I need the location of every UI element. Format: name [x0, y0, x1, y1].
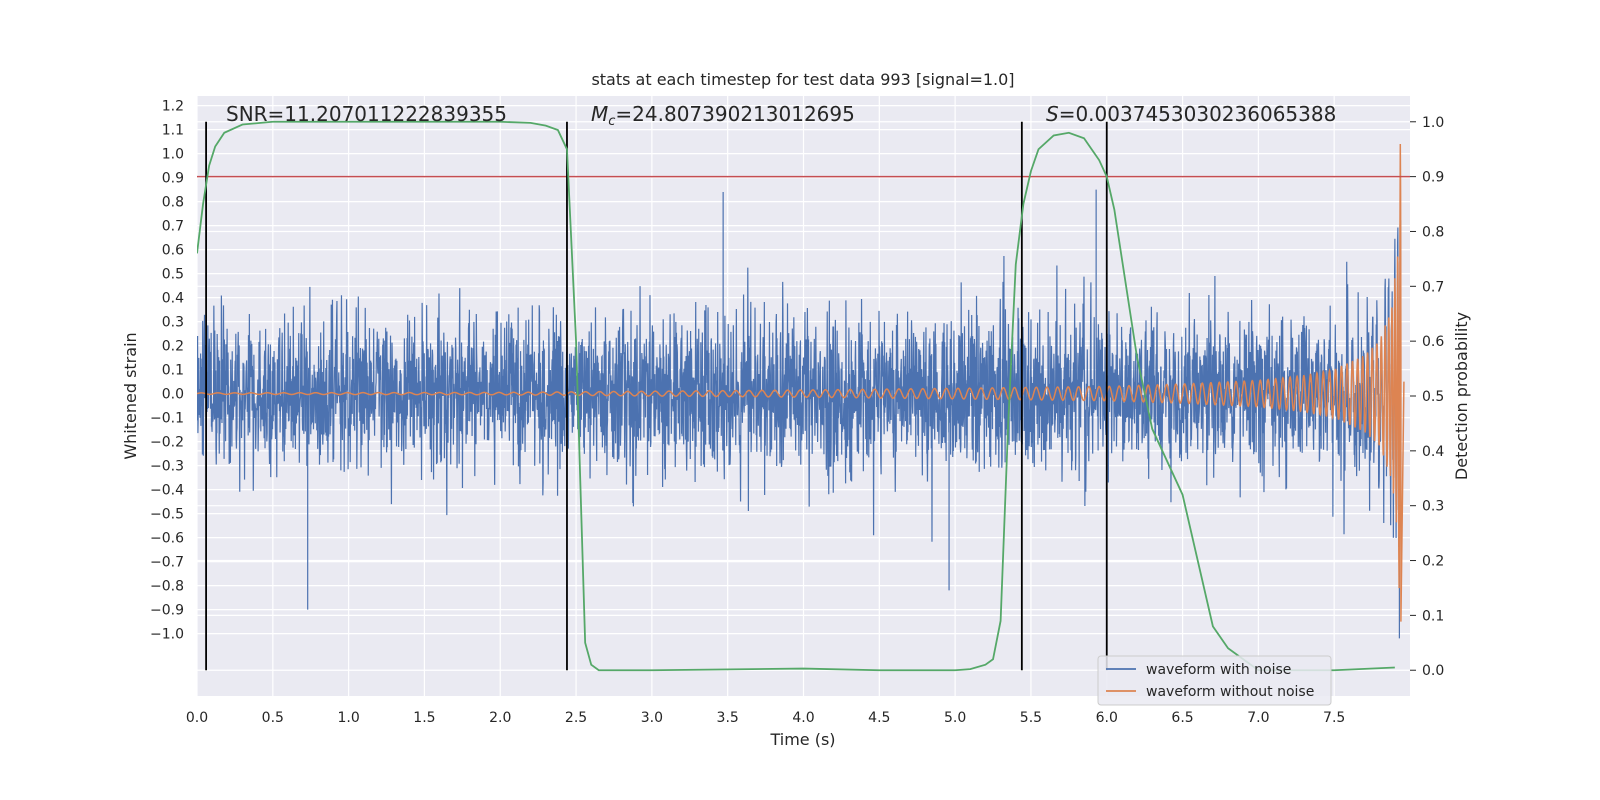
y-axis-label: Whitened strain — [121, 332, 140, 459]
y2-tick-label: 0.6 — [1422, 334, 1444, 350]
chirp-mass-subscript: c — [608, 114, 615, 129]
y-tick-label: 0.8 — [162, 195, 184, 211]
y2-tick-label: 0.1 — [1422, 608, 1444, 624]
y-tick-label: 0.7 — [162, 219, 184, 235]
y2-tick-label: 0.5 — [1422, 389, 1444, 405]
x-tick-label: 7.0 — [1247, 710, 1269, 726]
x-tick-label: 6.5 — [1171, 710, 1193, 726]
chart-title: stats at each timestep for test data 993… — [591, 70, 1014, 89]
x-tick-label: 5.0 — [944, 710, 966, 726]
series-waveform-without-noise — [197, 144, 1405, 622]
y-tick-label: −0.5 — [150, 507, 184, 523]
chirp-mass-symbol: M — [591, 102, 608, 126]
y-tick-label: 1.2 — [162, 99, 184, 115]
y-tick-label: 0.4 — [162, 291, 184, 307]
x-tick-label: 6.0 — [1096, 710, 1118, 726]
y2-tick-label: 0.3 — [1422, 499, 1444, 515]
y-tick-label: −0.1 — [150, 411, 184, 427]
x-axis-label: Time (s) — [769, 730, 835, 749]
s-value: =0.0037453030236065388 — [1059, 102, 1337, 126]
y-tick-label: −1.0 — [150, 627, 184, 643]
y-tick-label: −0.2 — [150, 435, 184, 451]
y-tick-label: 0.2 — [162, 339, 184, 355]
y-tick-label: 0.0 — [162, 387, 184, 403]
y2-tick-label: 0.2 — [1422, 554, 1444, 570]
x-tick-label: 3.0 — [641, 710, 663, 726]
y-tick-label: 0.6 — [162, 243, 184, 259]
y2-tick-label: 0.0 — [1422, 663, 1444, 679]
y-axis-ticks: 1.2 1.1 1.0 0.9 0.8 0.7 0.6 0.5 0.4 0.3 0.2 0.1 0.0 −… — [150, 99, 184, 643]
y-tick-label: −0.8 — [150, 579, 184, 595]
legend: waveform with noise waveform without noi… — [1097, 655, 1332, 706]
chirp-mass-value: =24.807390213012695 — [615, 102, 854, 126]
s-symbol: S — [1046, 102, 1059, 126]
legend-label-noise: waveform with noise — [1146, 662, 1291, 678]
y2-tick-label: 0.7 — [1422, 279, 1444, 295]
y-tick-label: −0.9 — [150, 603, 184, 619]
series-detection-probability — [197, 120, 1395, 672]
y2-tick-label: 0.4 — [1422, 444, 1444, 460]
series-waveform-with-noise — [197, 189, 1402, 639]
y-tick-label: 0.1 — [162, 363, 184, 379]
y2-tick-label: 0.8 — [1422, 224, 1444, 240]
y-tick-label: 0.3 — [162, 315, 184, 331]
y2-axis-label: Detection probability — [1452, 312, 1471, 480]
y2-tick-label: 0.9 — [1422, 170, 1444, 186]
x-tick-label: 4.5 — [868, 710, 890, 726]
y-tick-label: 0.5 — [162, 267, 184, 283]
y-tick-label: −0.3 — [150, 459, 184, 475]
x-tick-label: 3.5 — [717, 710, 739, 726]
y-tick-label: 1.0 — [162, 147, 184, 163]
y2-axis-ticks: 1.0 0.9 0.8 0.7 0.6 0.5 0.4 0.3 0.2 0.1 0.0 — [1410, 115, 1444, 679]
x-tick-label: 1.5 — [413, 710, 435, 726]
legend-box — [1097, 655, 1332, 706]
x-tick-label: 2.5 — [565, 710, 587, 726]
x-tick-label: 1.0 — [337, 710, 359, 726]
x-tick-label: 7.5 — [1323, 710, 1345, 726]
x-tick-label: 5.5 — [1020, 710, 1042, 726]
y-tick-label: −0.7 — [150, 555, 184, 571]
y-tick-label: 1.1 — [162, 123, 184, 139]
x-tick-label: 4.0 — [792, 710, 814, 726]
s-annotation: S=0.0037453030236065388 — [1046, 102, 1336, 126]
x-tick-label: 0.0 — [186, 710, 208, 726]
y2-tick-label: 1.0 — [1422, 115, 1444, 131]
y-tick-label: 0.9 — [162, 171, 184, 187]
x-tick-label: 2.0 — [489, 710, 511, 726]
x-tick-label: 0.5 — [262, 710, 284, 726]
chirp-mass-annotation: Mc=24.807390213012695 — [591, 102, 855, 129]
x-axis-ticks: 0.0 0.5 1.0 1.5 2.0 2.5 3.0 3.5 4.0 4.5 5.0 5.5 6.0 6… — [186, 710, 1345, 726]
y-tick-label: −0.4 — [150, 483, 184, 499]
snr-annotation: SNR=11.207011222839355 — [226, 102, 507, 126]
y-tick-label: −0.6 — [150, 531, 184, 547]
legend-label-clean: waveform without noise — [1146, 684, 1314, 700]
